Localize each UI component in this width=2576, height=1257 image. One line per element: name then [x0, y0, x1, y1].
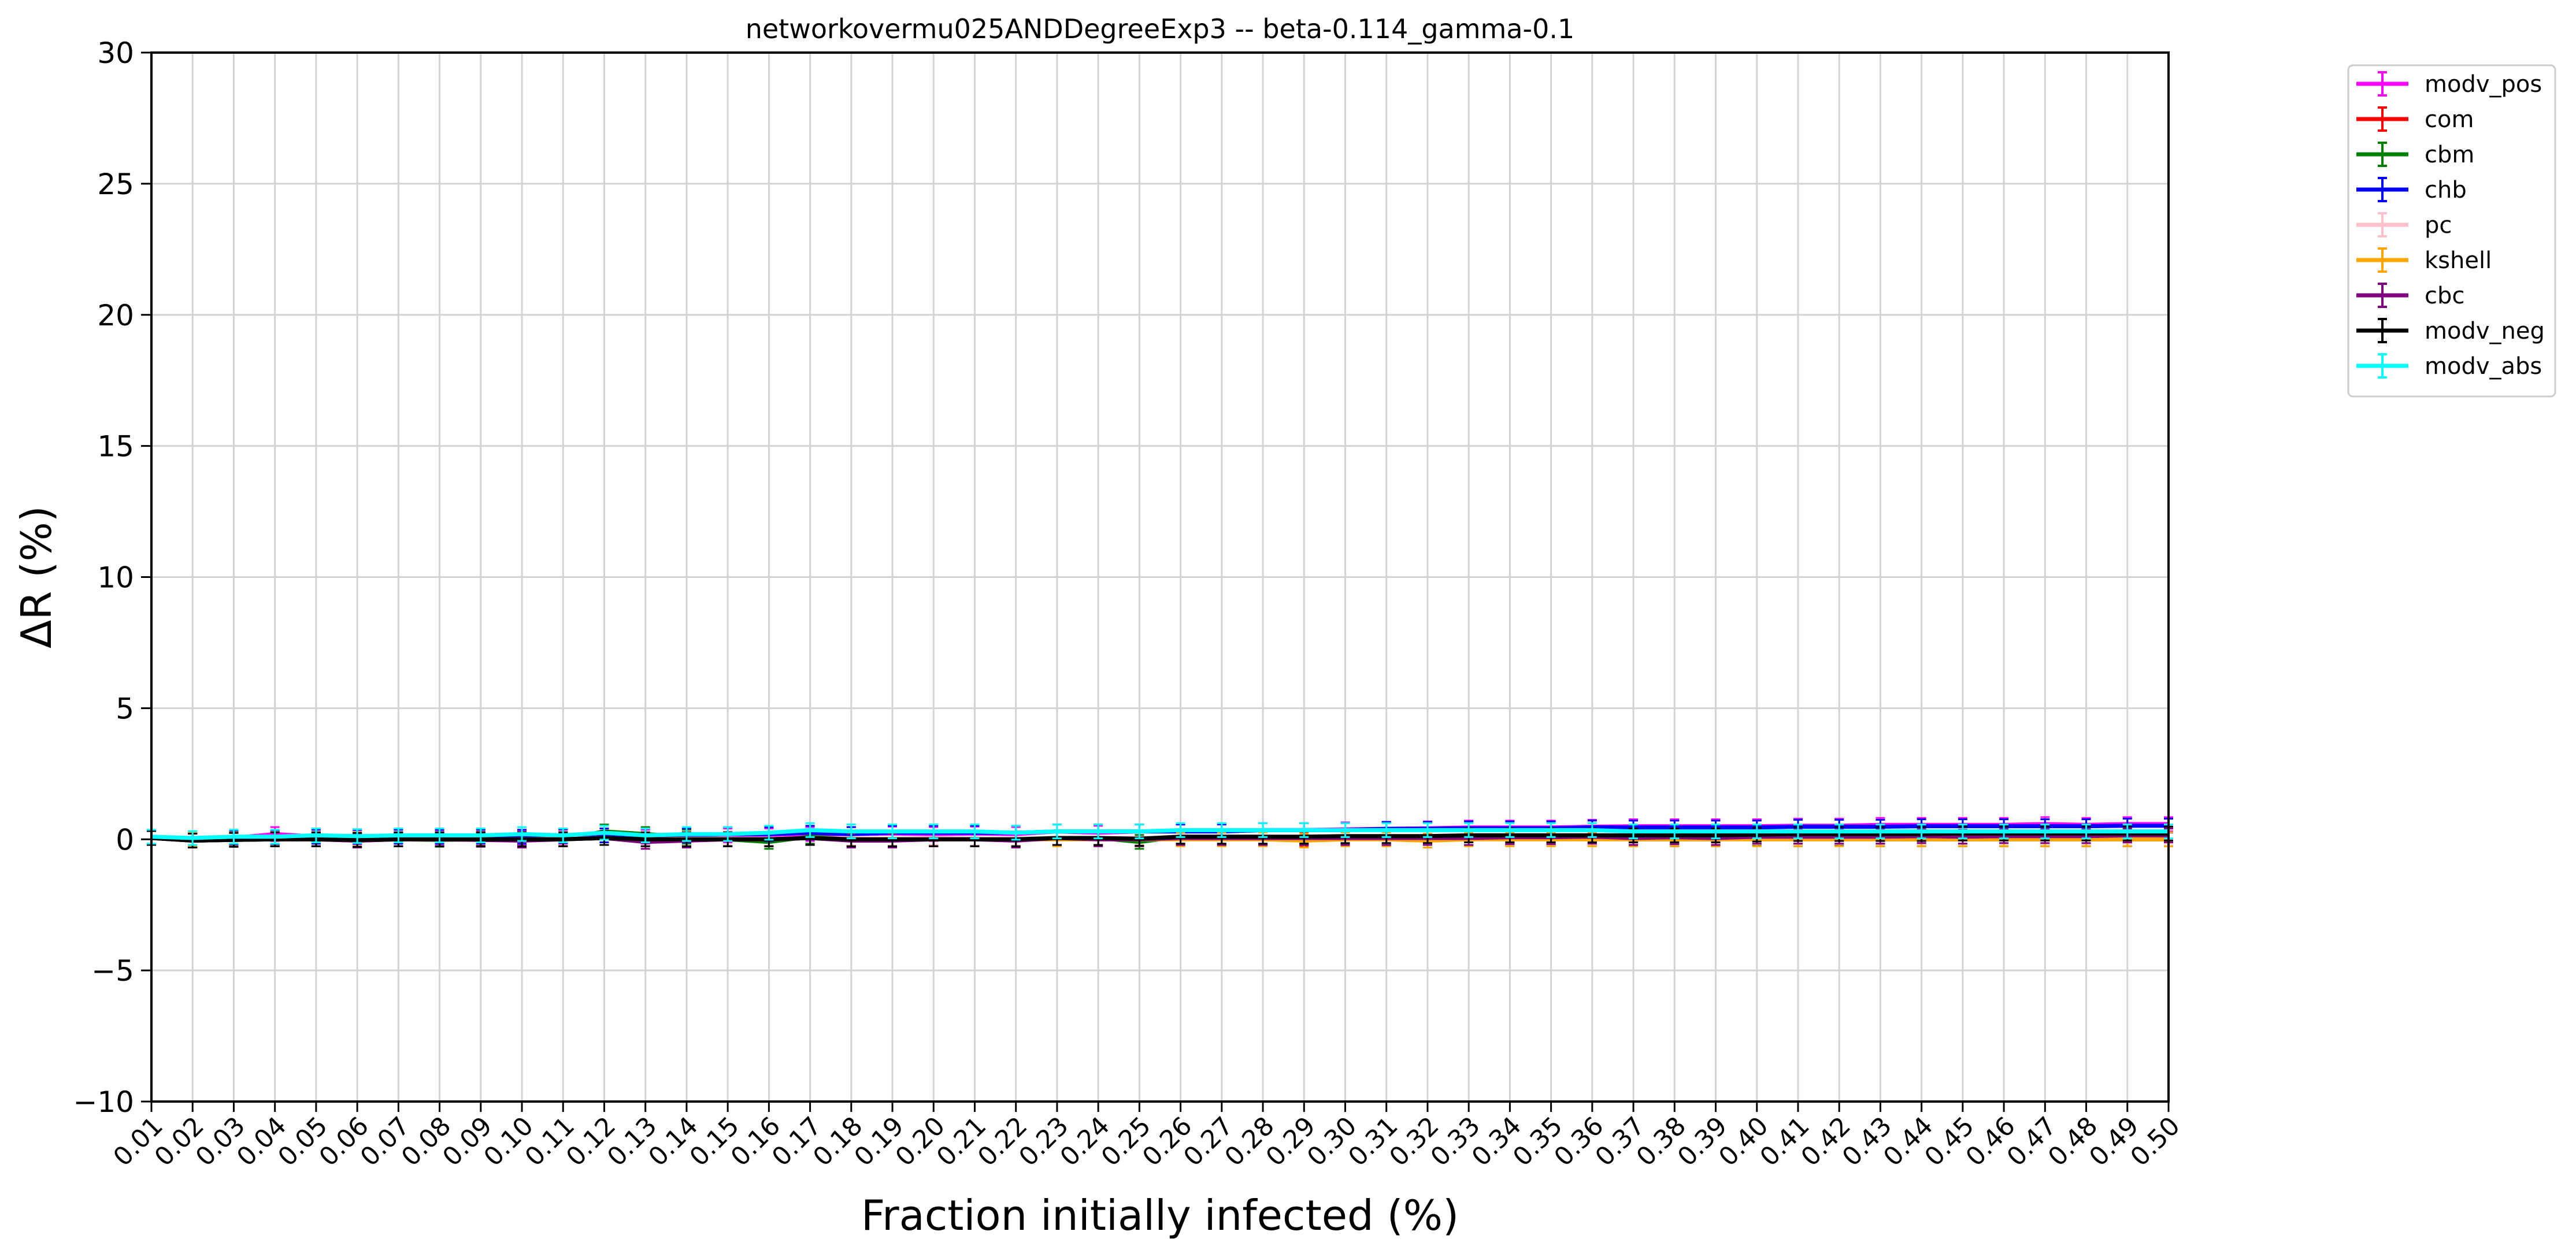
series-line-modv_neg [151, 831, 2169, 843]
x-axis-label: Fraction initially infected (%) [861, 1191, 1459, 1240]
legend-label: chb [2425, 177, 2467, 203]
y-tick-label: −5 [91, 954, 134, 988]
y-tick-label: 10 [97, 561, 134, 595]
y-tick-label: −10 [73, 1085, 134, 1119]
legend-label: pc [2425, 212, 2452, 239]
legend-label: modv_abs [2425, 353, 2542, 380]
y-tick-label: 25 [97, 168, 134, 201]
series-line-modv_abs [151, 828, 2169, 840]
chart-title: networkovermu025ANDDegreeExp3 -- beta-0.… [746, 13, 1575, 45]
grid [150, 51, 2170, 1103]
x-axis: 0.010.020.030.040.050.060.070.080.090.10… [108, 1102, 2186, 1172]
y-tick-label: 15 [97, 430, 134, 464]
y-tick-label: 30 [97, 36, 134, 70]
legend-label: modv_neg [2425, 318, 2545, 344]
legend-label: com [2425, 106, 2474, 133]
y-tick-label: 0 [116, 823, 134, 856]
legend-box [2347, 64, 2556, 398]
series-group [147, 816, 2173, 850]
y-axis-label: ΔR (%) [12, 506, 61, 648]
legend-label: kshell [2425, 247, 2492, 274]
legend-label: cbc [2425, 283, 2464, 309]
legend-label: modv_pos [2425, 71, 2542, 98]
legend-label: cbm [2425, 142, 2474, 168]
y-axis: −10 −5 0 5 10 15 20 25 30 [73, 36, 151, 1119]
y-tick-label: 20 [97, 299, 134, 332]
x-tick-label: 0.50 [2125, 1111, 2185, 1172]
y-tick-label: 5 [116, 692, 134, 725]
